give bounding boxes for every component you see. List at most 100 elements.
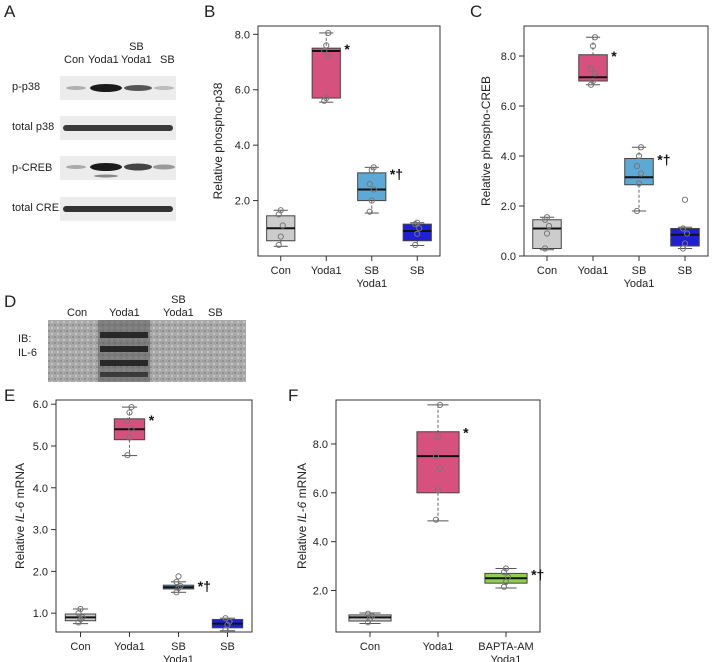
y-tick-label-b: 8.0 <box>235 29 250 41</box>
data-point-c <box>589 77 597 85</box>
data-point-f <box>434 487 442 494</box>
data-point-c <box>589 42 597 50</box>
y-tick-label-b: 2.0 <box>235 196 250 208</box>
data-point-b <box>414 219 421 226</box>
y-tick-label-e: 5.0 <box>33 441 48 453</box>
panel-letter-c: C <box>470 2 483 21</box>
blot-d-ib-label: IB: <box>18 333 32 345</box>
plot-frame-c <box>523 25 709 257</box>
y-tick-label-f: 8.0 <box>313 439 328 451</box>
data-point-e <box>222 615 229 622</box>
x-tick-label-c: Con <box>537 265 557 277</box>
data-point-f <box>434 433 442 440</box>
significance-mark-e: * <box>149 412 155 428</box>
data-point-e <box>77 605 84 613</box>
blot-strip-total-p38 <box>60 116 176 140</box>
data-point-c <box>591 34 599 41</box>
y-tick-label-f: 6.0 <box>313 488 328 500</box>
y-axis-label-c: Relative phospho-CREB <box>479 76 493 206</box>
panel-letter-e: E <box>4 386 16 405</box>
y-tick-label-e: 4.0 <box>33 483 48 495</box>
blot-a-lane-sb-yoda1: SB Yoda1 <box>121 41 152 66</box>
data-point-b <box>370 186 377 193</box>
data-point-b <box>325 53 332 60</box>
data-point-f <box>436 465 444 472</box>
data-point-e <box>222 626 229 634</box>
x-tick-label-e: Con <box>70 641 90 653</box>
significance-mark-e: *† <box>198 578 211 594</box>
data-point-f <box>504 573 512 581</box>
y-tick-label-e: 3.0 <box>33 525 48 537</box>
data-point-f <box>432 453 440 460</box>
data-point-b <box>275 241 282 249</box>
data-point-c <box>681 240 689 247</box>
data-point-b <box>370 164 377 171</box>
x-tick-label-e: SB <box>220 641 235 653</box>
significance-mark-f: * <box>463 425 469 441</box>
blot-a-row-label: p-p38 <box>12 81 41 93</box>
data-point-c <box>683 230 691 237</box>
data-point-e <box>173 578 180 585</box>
significance-mark-c: *† <box>657 152 670 168</box>
data-point-c <box>635 152 643 160</box>
x-tick-label-c: SB <box>678 265 693 277</box>
data-point-c <box>637 144 645 151</box>
y-tick-label-c: 8.0 <box>501 51 516 63</box>
plot-frame-e <box>55 399 253 633</box>
y-tick-label-e: 2.0 <box>33 566 48 578</box>
x-tick-label-e: SB Yoda1 <box>163 641 194 662</box>
blot-a-row-label: total CREB <box>12 202 67 214</box>
y-tick-label-c: 0.0 <box>501 251 516 263</box>
y-tick-label-c: 6.0 <box>501 101 516 113</box>
data-point-c <box>545 222 553 230</box>
blot-bands <box>66 163 175 178</box>
significance-mark-c: * <box>611 48 617 64</box>
data-point-b <box>277 207 284 214</box>
blot-d-lane-con: Con <box>67 307 88 319</box>
data-point-b <box>279 222 286 229</box>
x-tick-label-b: Yoda1 <box>311 265 342 277</box>
y-tick-label-e: 1.0 <box>33 608 48 620</box>
data-point-f <box>502 565 510 572</box>
data-point-c <box>543 214 551 221</box>
blot-bands <box>63 125 173 131</box>
data-point-c <box>679 225 687 232</box>
data-point-e <box>128 404 135 411</box>
data-point-c <box>679 245 687 252</box>
blot-strip-total-creb <box>60 197 176 221</box>
data-point-c <box>681 196 689 203</box>
data-point-c <box>591 70 599 77</box>
y-tick-label-c: 2.0 <box>501 201 516 213</box>
data-point-e <box>224 621 231 628</box>
data-point-b <box>366 208 373 215</box>
data-point-c <box>541 245 549 252</box>
blot-a-lane-yoda1: Yoda1 <box>88 54 119 66</box>
significance-mark-f: *† <box>531 566 544 582</box>
data-point-e <box>175 573 182 580</box>
x-tick-label-f: BAPTA-AM Yoda1 <box>478 641 533 662</box>
y-tick-label-b: 6.0 <box>235 85 250 97</box>
data-point-b <box>366 180 373 188</box>
panel-letter-f: F <box>288 386 299 405</box>
data-point-b <box>412 241 419 249</box>
data-point-e <box>124 452 131 459</box>
data-point-b <box>414 230 421 237</box>
data-point-c <box>635 180 643 187</box>
y-tick-label-c: 4.0 <box>501 151 516 163</box>
x-tick-label-f: Yoda1 <box>423 641 454 653</box>
blot-bands <box>63 206 173 212</box>
data-point-b <box>323 42 330 49</box>
blot-a-row-label: p-CREB <box>12 162 53 174</box>
data-point-b <box>323 94 330 102</box>
blot-strip-p-p38 <box>60 76 176 100</box>
data-point-c <box>633 162 641 170</box>
data-point-e <box>226 618 233 625</box>
data-point-c <box>587 65 595 72</box>
significance-mark-b: * <box>344 41 350 57</box>
data-point-b <box>321 47 328 55</box>
panel-letter-d: D <box>4 292 17 311</box>
data-point-c <box>637 170 645 177</box>
